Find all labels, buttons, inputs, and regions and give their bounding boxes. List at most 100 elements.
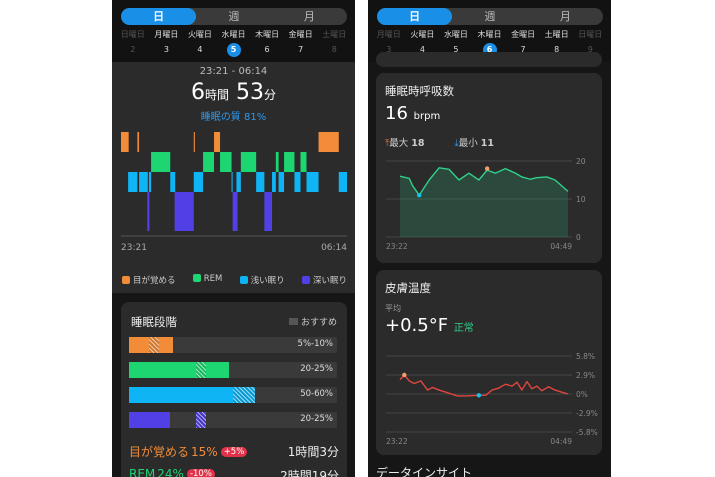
day-item[interactable]: 火曜日 4 (183, 29, 217, 57)
sleep-quality: 睡眠の質 81% (200, 112, 267, 123)
day-number: 6 (264, 45, 270, 54)
legend-item-light: 浅い眠り (239, 274, 285, 286)
right-phone-screen: 日週月 月曜日 3 火曜日 4 水曜日 5 木曜日 6 金曜日 7 土曜日 8 日曜日 9 睡眠時呼吸数 … (368, 0, 611, 477)
legend-swatch (192, 274, 201, 282)
tab-week[interactable]: 週 (484, 10, 496, 23)
day-item[interactable]: 金曜日 7 (284, 29, 318, 57)
day-item[interactable]: 土曜日 8 (317, 29, 351, 57)
hypnogram-segment-light (231, 172, 233, 192)
respiration-card[interactable]: 睡眠時呼吸数 16 brpm ⤒最大 18 ⤓最小 11 0 10 20 23:22 04… (376, 73, 602, 263)
day-selector: 日曜日 2 月曜日 3 火曜日 4 水曜日 5 木曜日 6 金曜日 7 土曜日 8 (112, 29, 355, 57)
day-item[interactable]: 火曜日 4 (406, 29, 440, 57)
y-tick-label: -2.9% (576, 409, 598, 418)
skin-temp-title: 皮膚温度 (385, 281, 431, 295)
hypnogram-segment-rem (220, 152, 232, 172)
max-label: 最大 (389, 138, 409, 149)
min-point (476, 393, 482, 398)
hypnogram-segment-awake (214, 132, 221, 152)
legend-label: 目が覚める (133, 276, 176, 286)
max-arrow-icon: ⤒ (385, 138, 390, 149)
stage-bar-awake: 5%-10% (129, 337, 337, 353)
y-tick-label: 2.9% (576, 371, 595, 380)
day-item[interactable]: 日曜日 2 (116, 29, 150, 57)
tab-month[interactable]: 月 (303, 10, 315, 23)
stage-name: 目が覚める (129, 445, 190, 459)
hypnogram-segment-light (278, 172, 285, 192)
hypnogram-segment-deep (147, 192, 150, 231)
max-point (402, 372, 407, 378)
day-item[interactable]: 土曜日 8 (540, 29, 574, 57)
hypnogram-segment-rem (300, 152, 307, 172)
day-item[interactable]: 日曜日 9 (573, 29, 607, 57)
hours-value: 6 (190, 80, 205, 105)
x-start-label: 23:22 (386, 437, 408, 446)
stage-percent: 15% (191, 445, 218, 459)
bar-range-label: 50-60% (300, 389, 333, 399)
y-tick-label: 20 (576, 157, 586, 166)
day-label: 火曜日 (410, 30, 435, 39)
skin-temp-value: +0.5°F 正常 (385, 315, 474, 336)
hypnogram-segment-light (272, 172, 276, 192)
day-number: 8 (331, 45, 337, 54)
day-item[interactable]: 水曜日 5 (217, 29, 251, 57)
stage-name: REM (129, 467, 156, 477)
hours-unit: 時間 (204, 88, 229, 102)
hypnogram-legend: 目が覚める REM 浅い眠り 深い眠り (122, 274, 347, 286)
hypnogram-segment-deep (232, 192, 238, 231)
minutes-unit: 分 (264, 88, 277, 102)
legend-item-awake: 目が覚める (122, 274, 176, 286)
hypnogram-segment-light (338, 172, 347, 192)
tab-month[interactable]: 月 (559, 10, 571, 23)
diff-badge: +5% (220, 447, 248, 457)
hypnogram-segment-light (193, 172, 204, 192)
day-label: 木曜日 (477, 30, 502, 39)
left-phone-screen: 日 週 月 日曜日 2 月曜日 3 火曜日 4 水曜日 5 木曜日 6 金曜日 7 土曜日 8 23:21 -… (112, 0, 355, 477)
stages-title: 睡眠段階 (131, 315, 177, 329)
temp-number: +0.5°F (385, 315, 449, 336)
day-item[interactable]: 水曜日 5 (439, 29, 473, 57)
recommended-swatch (288, 318, 298, 325)
respiration-chart: 0 10 20 23:22 04:49 (386, 157, 586, 251)
legend-label: 浅い眠り (250, 276, 285, 286)
hypnogram-segment-light (170, 172, 176, 192)
x-start-label: 23:21 (121, 243, 147, 253)
bar-fill (129, 387, 239, 403)
area-fill (400, 167, 568, 237)
skin-temperature-card[interactable]: 皮膚温度 平均 +0.5°F 正常 5.8% 2.9% 0% -2.9% -5.8% 23… (376, 270, 602, 455)
max-point (484, 166, 490, 171)
day-number: 7 (298, 45, 304, 54)
recommended-range (195, 362, 206, 378)
day-item[interactable]: 木曜日 6 (250, 29, 284, 57)
hypnogram-segment-light (294, 172, 301, 192)
sleep-summary-card: 23:21 - 06:14 6時間 53分 睡眠の質 81% 23:21 06:1… (112, 62, 355, 293)
day-item[interactable]: 月曜日 3 (150, 29, 184, 57)
day-number: 4 (197, 45, 203, 54)
skin-temp-chart: 5.8% 2.9% 0% -2.9% -5.8% 23:22 04:49 (386, 352, 598, 446)
series-line (399, 167, 569, 196)
day-item[interactable]: 金曜日 7 (506, 29, 540, 57)
hypnogram-segment-light (148, 172, 152, 192)
min-arrow-icon: ⤓ (454, 138, 459, 149)
bar-range-label: 5%-10% (297, 339, 333, 349)
stage-duration: 1時間3分 (287, 445, 339, 459)
day-item[interactable]: 月曜日 3 (372, 29, 406, 57)
stage-duration: 2時間19分 (280, 469, 339, 477)
stage-bar-rem: 20-25% (129, 362, 337, 378)
series-line (399, 374, 569, 397)
legend-swatch (122, 276, 130, 284)
y-tick-label: -5.8% (576, 428, 598, 437)
legend-item-deep: 深い眠り (301, 274, 347, 286)
recommended-label: おすすめ (300, 318, 337, 328)
hypnogram-segment-awake (318, 132, 339, 152)
x-end-label: 04:49 (550, 437, 572, 446)
tab-day[interactable]: 日 (377, 8, 453, 25)
respiration-value: 16 brpm (385, 103, 440, 124)
tab-day[interactable]: 日 (121, 8, 197, 25)
stage-bar-light: 50-60% (129, 387, 337, 403)
period-tabs: 日週月 (377, 8, 603, 25)
day-number: 5 (453, 45, 459, 54)
sleep-time-range: 23:21 - 06:14 (199, 66, 268, 77)
tab-week[interactable]: 週 (228, 10, 240, 23)
date-header: 日週月 月曜日 3 火曜日 4 水曜日 5 木曜日 6 金曜日 7 土曜日 8 日曜日 9 (368, 0, 611, 62)
period-tabs: 日週月 (121, 8, 347, 25)
